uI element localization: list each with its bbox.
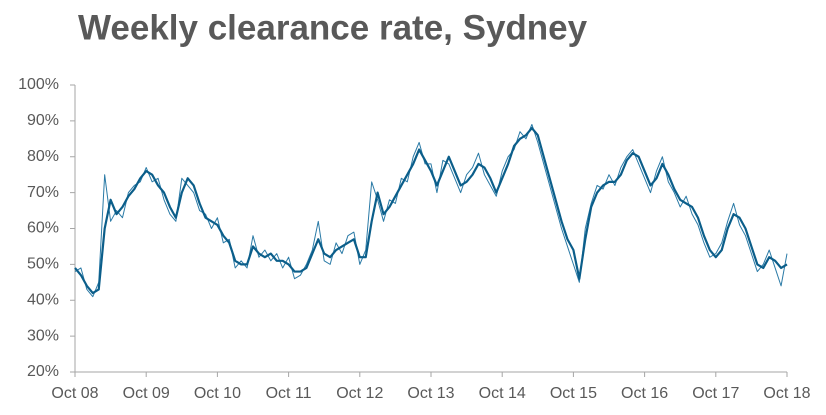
x-tick-label: Oct 11 <box>266 385 312 402</box>
y-tick-label: 100% <box>18 76 59 93</box>
x-tick-label: Oct 10 <box>194 385 241 402</box>
x-tick-label: Oct 08 <box>51 385 98 402</box>
x-tick-label: Oct 15 <box>550 385 597 402</box>
series-line <box>74 126 788 295</box>
x-tick-label: Oct 16 <box>621 385 668 402</box>
chart-title: Weekly clearance rate, Sydney <box>78 8 588 47</box>
y-tick-label: 40% <box>27 291 59 308</box>
y-tick-label: 60% <box>27 220 59 237</box>
y-tick-label: 20% <box>27 363 59 380</box>
x-tick-label: Oct 17 <box>692 385 739 402</box>
x-tick-label: Oct 14 <box>479 385 526 402</box>
x-tick-label: Oct 13 <box>407 385 454 402</box>
y-tick-label: 70% <box>27 184 59 201</box>
x-tick-label: Oct 09 <box>123 385 170 402</box>
y-tick-label: 80% <box>27 148 59 165</box>
y-tick-label: 30% <box>27 327 59 344</box>
series-line <box>74 123 788 298</box>
x-tick-label: Oct 18 <box>763 385 810 402</box>
y-tick-label: 90% <box>27 112 59 129</box>
x-tick-label: Oct 12 <box>336 385 383 402</box>
y-tick-label: 50% <box>27 256 59 273</box>
